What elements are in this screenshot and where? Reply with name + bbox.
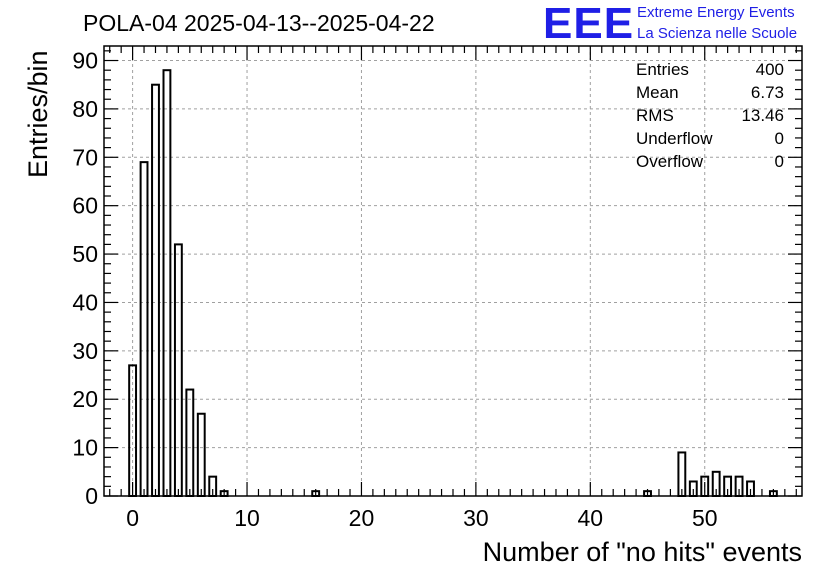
histogram-bar	[173, 243, 183, 497]
y-tick-label: 10	[72, 435, 98, 461]
axis-ticks	[104, 46, 802, 497]
y-tick-label: 40	[72, 289, 98, 315]
stats-value: 400	[755, 60, 784, 79]
stats-row-overflow: Overflow 0	[636, 150, 784, 173]
x-axis-label: Number of "no hits" events	[482, 537, 802, 567]
x-tick-label: 50	[692, 505, 718, 531]
stats-value: 6.73	[750, 83, 784, 102]
histogram-bar	[139, 161, 149, 497]
y-tick-label: 20	[72, 386, 98, 412]
stats-label: Mean	[636, 83, 679, 102]
logo-line-2: La Scienza nelle Scuole	[637, 25, 798, 42]
histogram-bar	[162, 69, 172, 498]
stats-row-entries: Entries 400	[636, 58, 784, 81]
x-tick-label: 40	[578, 505, 604, 531]
y-tick-label: 80	[72, 96, 98, 122]
histogram-bar	[185, 388, 195, 498]
stats-label: Entries	[636, 60, 689, 79]
eee-logo: EEE	[543, 0, 635, 48]
stats-value: 0	[774, 129, 784, 148]
x-tick-label: 0	[126, 505, 139, 531]
y-tick-label: 90	[72, 48, 98, 74]
histogram-bar	[151, 83, 160, 497]
x-tick-label: 30	[463, 505, 489, 531]
stats-row-mean: Mean 6.73	[636, 81, 784, 104]
histogram-bar	[196, 412, 206, 498]
stats-box: Entries 400 Mean 6.73 RMS 13.46 Underflo…	[636, 58, 784, 173]
axis-tick-labels: 0 10 20 30 40 50 0 10 20 30 40 50 60 70 80 90	[72, 48, 717, 531]
chart-title: POLA-04 2025-04-13--2025-04-22	[83, 10, 435, 36]
y-tick-label: 50	[72, 241, 98, 267]
y-tick-label: 70	[72, 144, 98, 170]
logo-line-1: Extreme Energy Events	[637, 4, 795, 21]
stats-value: 13.46	[741, 106, 784, 125]
stats-row-rms: RMS 13.46	[636, 104, 784, 127]
stats-row-underflow: Underflow 0	[636, 127, 784, 150]
y-tick-label: 30	[72, 338, 98, 364]
y-tick-label: 60	[72, 193, 98, 219]
y-axis-label: Entries/bin	[23, 50, 53, 178]
stats-label: Underflow	[636, 129, 713, 148]
stats-value: 0	[774, 152, 784, 171]
stats-label: RMS	[636, 106, 674, 125]
x-tick-label: 10	[234, 505, 260, 531]
y-tick-label: 0	[85, 483, 98, 509]
x-tick-label: 20	[349, 505, 375, 531]
stats-label: Overflow	[636, 152, 704, 171]
